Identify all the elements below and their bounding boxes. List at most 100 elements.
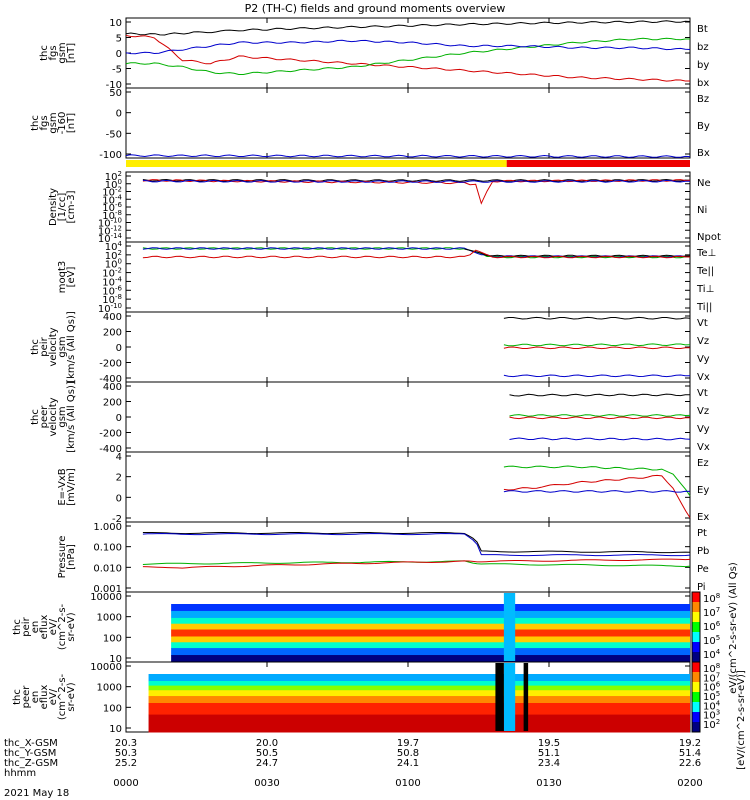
ylabel-line: fgs — [48, 45, 59, 60]
series-fgs-by — [125, 37, 690, 75]
ytick-label-peer-en: 10000 — [90, 662, 122, 673]
ytick-label-peer-en: 10 — [109, 724, 122, 735]
ylabel-density: Density[1/cc][cm-3] — [48, 188, 77, 226]
colorbar-seg — [692, 642, 700, 653]
ytick-label-density: 102 — [105, 170, 122, 183]
series-peer-vel-Vx — [509, 437, 691, 441]
ytick-label-fgs: -10 — [106, 80, 122, 91]
legend-pressure-1: Pb — [697, 546, 709, 557]
colorbar-tick: 108 — [703, 592, 720, 605]
legend-density-0: Ne — [697, 178, 711, 189]
ylabel-line: [nT] — [66, 113, 77, 133]
ylabel-line: eflux — [39, 685, 50, 710]
series-pressure-Pb — [142, 558, 691, 569]
ytick-label-temp: 10-4 — [102, 275, 122, 288]
series-efield-Ey — [503, 465, 691, 497]
legend-pressure-2: Pe — [697, 564, 709, 575]
ytick-label-pressure: 0.100 — [93, 543, 122, 554]
colorbar-tick: 102 — [703, 718, 720, 731]
ytick-label-peir-vel: -200 — [99, 359, 122, 370]
ytick-label-peir-vel: 0 — [116, 343, 122, 354]
ytick-label-peir-en: 10000 — [90, 592, 122, 603]
ylabel-pressure: Pressure[nPa] — [57, 536, 77, 579]
ylabel-line: [km/s (All Qs)] — [66, 381, 77, 453]
legend-peir-vel-1: Vz — [697, 336, 709, 347]
colorbar-seg — [692, 672, 700, 683]
ylabel-line: fgs — [39, 115, 50, 130]
colorbar-tick: 105 — [703, 634, 720, 647]
ytick-label-fgs: 0 — [116, 49, 122, 60]
colorbar-seg — [692, 722, 700, 733]
series-density-Ne — [142, 179, 691, 205]
ytick-label-peer-vel: -200 — [99, 429, 122, 440]
series-peir-vel-Vy — [503, 343, 691, 347]
ylabel-line: en — [30, 621, 41, 634]
ylabel-line: peer — [21, 685, 32, 709]
colorbar-inner-label: eV/(cm^2-s-sr-eV) (All Qs) — [728, 562, 739, 694]
colorbar-tick: 107 — [703, 671, 720, 684]
x-time-tick: 0030 — [254, 778, 279, 789]
legend-peir-vel-2: Vy — [697, 354, 710, 365]
ytick-label-temp: 100 — [105, 258, 122, 271]
spectrogram-band — [171, 623, 690, 631]
ephem-label-2: thc_Z-GSM — [4, 758, 58, 769]
ytick-label-peer-vel: 400 — [103, 382, 122, 393]
colorbar-seg — [692, 612, 700, 623]
legend-efield-2: Ex — [697, 512, 709, 523]
ylabel-line: gsm — [57, 42, 68, 63]
ephem-value: 50.3 — [115, 748, 137, 759]
series-pressure-Pi — [142, 532, 691, 557]
colorbar-seg — [692, 662, 700, 673]
spectrogram-band — [171, 629, 690, 637]
ephem-value: 20.3 — [115, 738, 137, 749]
spectrogram-band — [148, 714, 690, 733]
spectrogram-band — [171, 642, 690, 649]
colorbar-seg — [692, 622, 700, 633]
panel-frame-temp — [125, 241, 691, 313]
ylabel-line: thc — [12, 689, 23, 705]
colorbar-seg — [692, 632, 700, 643]
colorbar-seg — [692, 602, 700, 613]
ytick-label-fgs-gsm: -50 — [106, 129, 122, 140]
colorbar-tick: 106 — [703, 620, 721, 633]
ytick-label-fgs: -5 — [112, 65, 122, 76]
x-time-tick: 0000 — [113, 778, 138, 789]
legend-fgs-0: Bt — [697, 24, 708, 35]
x-time-tick: 0100 — [395, 778, 420, 789]
ylabel-line: moqt3 — [57, 261, 68, 294]
legend-temp-0: Te⊥ — [696, 248, 716, 259]
ylabel-line: (cm^2-s- — [57, 603, 68, 650]
colorbar-seg — [692, 652, 700, 663]
ytick-label-peir-vel: 200 — [103, 328, 122, 339]
ylabel-line: [nT] — [66, 43, 77, 63]
colorbar-frame — [691, 661, 701, 733]
series-temp-Ti⊥ — [142, 247, 691, 258]
series-peer-vel-Vy — [509, 414, 691, 417]
colorbar-tick: 108 — [703, 662, 720, 675]
ylabel-line: eV/ — [48, 618, 59, 635]
ylabel-line: -160 — [57, 112, 68, 135]
ytick-label-temp: 10-8 — [102, 293, 122, 306]
ylabel-line: Pressure — [57, 536, 68, 579]
legend-peer-vel-2: Vy — [697, 424, 710, 435]
legend-fgs-gsm-1: By — [697, 121, 710, 132]
ylabel-efield: E=-VxB[mV/m] — [57, 468, 77, 506]
ytick-label-density: 10-10 — [98, 217, 122, 230]
ytick-label-fgs-gsm: -100 — [99, 150, 122, 161]
series-peir-vel-Vx — [503, 374, 691, 378]
ytick-label-fgs-gsm: 50 — [109, 88, 122, 99]
ephem-value: 19.5 — [538, 738, 560, 749]
ytick-label-temp: 10-10 — [98, 302, 122, 315]
legend-efield-0: Ez — [697, 458, 709, 469]
spectrogram-band — [171, 604, 690, 612]
colorbar-tick: 107 — [703, 606, 720, 619]
ephem-value: 23.4 — [538, 758, 560, 769]
legend-fgs-2: by — [697, 60, 709, 71]
ylabel-line: peir — [21, 616, 32, 636]
spectrogram-band — [171, 636, 690, 643]
